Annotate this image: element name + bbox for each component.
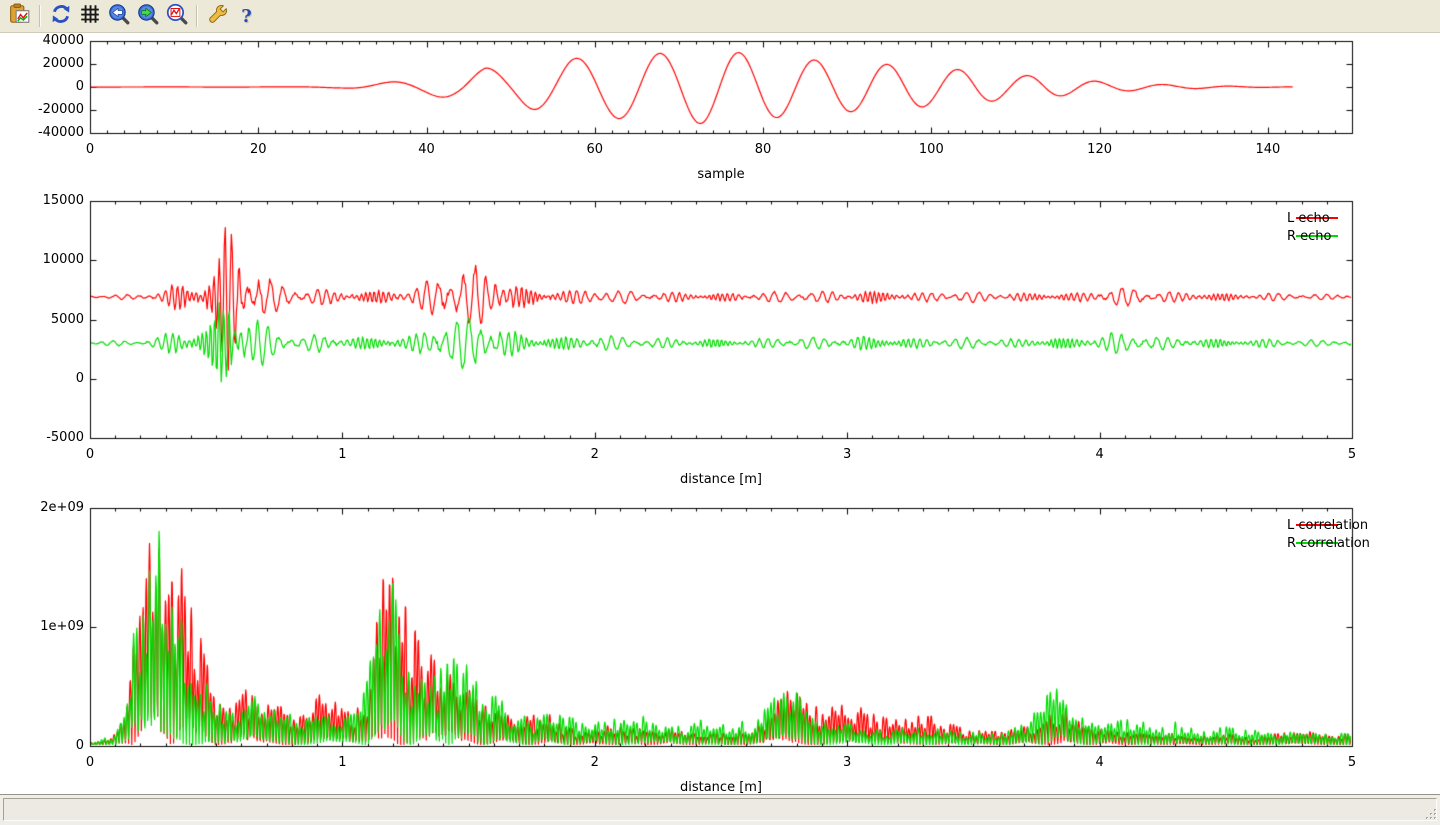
- refresh-icon: [50, 3, 72, 29]
- x-tick-label: 1: [338, 447, 347, 462]
- x-tick-label: 120: [1087, 142, 1113, 157]
- y-tick-label: 5000: [50, 311, 84, 327]
- wrench-icon: [207, 3, 229, 29]
- y-tick-label: 20000: [42, 56, 84, 72]
- x-tick-label: 1: [338, 755, 347, 770]
- legend-item: L echo: [1287, 209, 1338, 227]
- magnifier-left-arrow-icon: [108, 3, 130, 29]
- y-tick-label: 1e+09: [40, 619, 84, 635]
- x-tick-label: 40: [418, 142, 435, 157]
- legend-line-sample: [1296, 235, 1338, 237]
- legend-line-sample: [1296, 524, 1338, 526]
- toolbar-separator: [196, 5, 198, 27]
- x-tick-label: 100: [918, 142, 944, 157]
- legend-line-sample: [1296, 217, 1338, 219]
- configure-button[interactable]: [203, 2, 232, 31]
- y-tick-label: 15000: [42, 193, 84, 209]
- plot-region: 0 20 40 60 80 100 120 140 -40000 -20000 0 20000 4000…: [0, 33, 1440, 795]
- autoscale-button[interactable]: [162, 2, 191, 31]
- replot-button[interactable]: [46, 2, 75, 31]
- legend-label: L echo: [1287, 210, 1330, 226]
- y-tick-label: 2e+09: [40, 500, 84, 516]
- toolbar-separator: [39, 5, 41, 27]
- resize-grip-icon[interactable]: [1424, 807, 1438, 821]
- legend: L correlation R correlation: [1287, 516, 1370, 552]
- x-axis-title: sample: [697, 167, 745, 182]
- status-message-field: [3, 798, 1437, 821]
- legend-item: R echo: [1287, 227, 1338, 245]
- legend-label: R correlation: [1287, 535, 1370, 551]
- x-axis-title: distance [m]: [679, 780, 763, 795]
- y-tick-label: 0: [75, 370, 84, 386]
- legend-item: L correlation: [1287, 516, 1368, 534]
- x-tick-label: 0: [85, 142, 95, 157]
- x-tick-label: 0: [85, 447, 95, 462]
- charts-canvas[interactable]: [0, 34, 1440, 792]
- x-tick-label: 80: [754, 142, 772, 157]
- y-tick-label: -20000: [37, 102, 84, 118]
- x-tick-label: 3: [843, 755, 852, 770]
- legend-label: L correlation: [1287, 517, 1369, 533]
- magnifier-plot-icon: [166, 3, 188, 29]
- grid-icon: [79, 3, 101, 29]
- x-tick-label: 4: [1095, 447, 1104, 462]
- x-tick-label: 20: [249, 142, 267, 157]
- x-tick-label: 5: [1347, 755, 1357, 770]
- copy-to-clipboard-button[interactable]: [5, 2, 34, 31]
- y-tick-label: 40000: [42, 33, 84, 49]
- y-tick-label: 10000: [42, 252, 84, 268]
- status-bar: [0, 794, 1440, 825]
- legend-line-sample: [1296, 542, 1338, 544]
- y-tick-label: -5000: [46, 430, 84, 446]
- legend-item: R correlation: [1287, 534, 1370, 552]
- zoom-next-button[interactable]: [133, 2, 162, 31]
- help-button[interactable]: ?: [232, 2, 261, 31]
- zoom-previous-button[interactable]: [104, 2, 133, 31]
- toolbar: ?: [0, 0, 1440, 33]
- y-tick-label: -40000: [37, 125, 84, 141]
- x-axis-title: distance [m]: [679, 472, 763, 487]
- magnifier-right-arrow-icon: [137, 3, 159, 29]
- legend: L echo R echo: [1287, 209, 1338, 245]
- x-tick-label: 3: [843, 447, 852, 462]
- y-tick-label: 0: [75, 738, 84, 754]
- x-tick-label: 4: [1095, 755, 1104, 770]
- x-tick-label: 60: [586, 142, 604, 157]
- x-tick-label: 2: [590, 755, 599, 770]
- x-tick-label: 5: [1347, 447, 1357, 462]
- x-tick-label: 0: [85, 755, 95, 770]
- toggle-grid-button[interactable]: [75, 2, 104, 31]
- x-tick-label: 140: [1255, 142, 1281, 157]
- help-icon: ?: [241, 5, 252, 27]
- legend-label: R echo: [1287, 228, 1332, 244]
- y-tick-label: 0: [75, 79, 84, 95]
- clipboard-icon: [9, 3, 31, 29]
- x-tick-label: 2: [590, 447, 599, 462]
